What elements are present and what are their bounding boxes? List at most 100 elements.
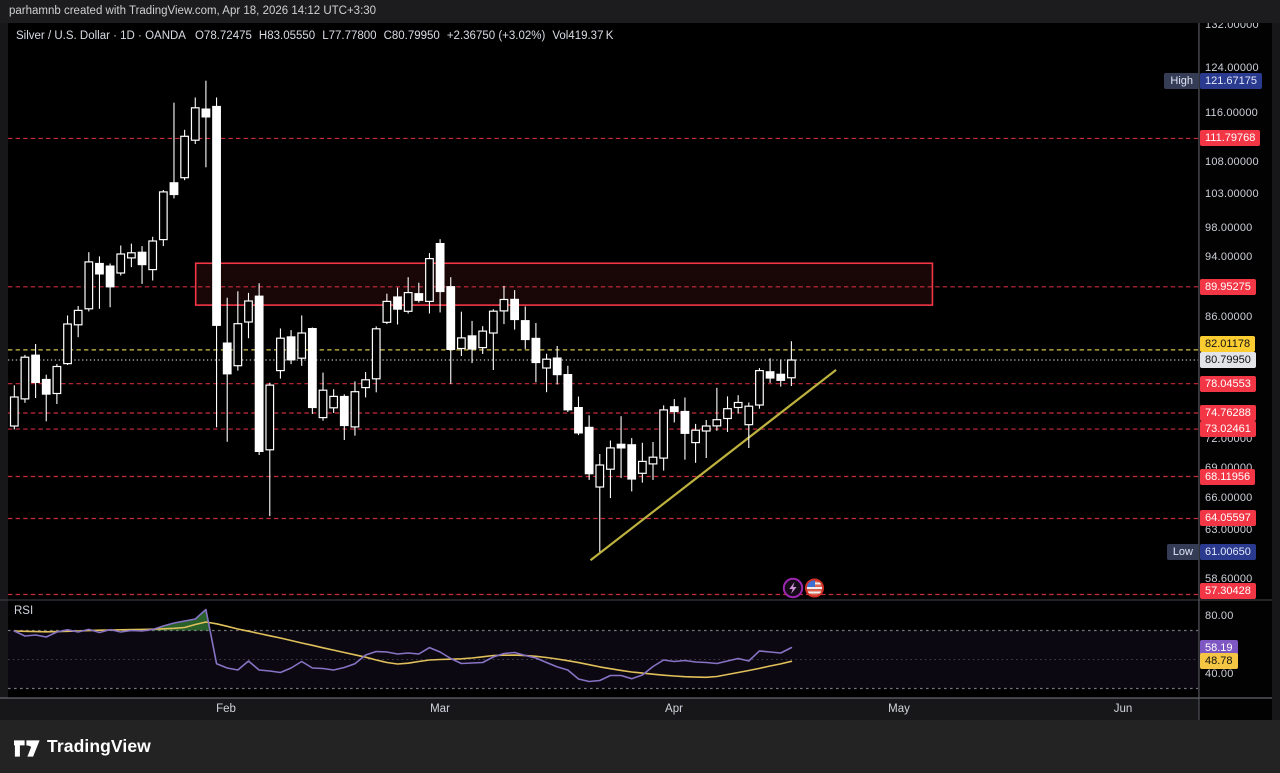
candle-body xyxy=(382,300,392,323)
candle-body xyxy=(307,327,317,409)
candle-body xyxy=(520,320,530,341)
candle-body xyxy=(786,359,796,379)
candle-body xyxy=(446,286,456,350)
price-axis[interactable]: 132.00000 124.00000 116.00000 108.00000 103.… xyxy=(1199,19,1272,720)
candle-body xyxy=(361,379,370,389)
candle-body xyxy=(595,464,605,488)
candle-body xyxy=(297,332,307,359)
tradingview-logo[interactable]: TradingView xyxy=(14,736,151,757)
candle-body xyxy=(584,426,594,475)
candle-body xyxy=(212,105,221,326)
low-tag: Low xyxy=(1166,543,1199,560)
volume-value: Vol419.37 K xyxy=(552,30,614,42)
candle-body xyxy=(265,384,275,451)
high-tag: High xyxy=(1164,72,1199,89)
candle-body xyxy=(116,253,126,274)
candle-body xyxy=(691,429,700,444)
price-axis-label: 108.00000 xyxy=(1205,156,1259,168)
candle-body xyxy=(52,365,62,395)
time-axis-month-label[interactable]: Apr xyxy=(665,703,683,715)
candle-body xyxy=(776,373,786,381)
candle-body xyxy=(254,295,264,452)
attribution-text: parhamnb created with TradingView.com, A… xyxy=(9,5,377,17)
price-level-badge: 64.05597 xyxy=(1200,510,1256,527)
candle-body xyxy=(158,191,168,241)
high-price-badge: 121.67175 xyxy=(1200,72,1262,89)
price-axis-label: 124.00000 xyxy=(1205,61,1259,74)
price-axis-label: 58.60000 xyxy=(1205,573,1253,586)
candle-body xyxy=(95,262,104,275)
candle-body xyxy=(765,371,775,379)
candle-body xyxy=(701,425,711,432)
candle-body xyxy=(20,356,30,400)
ohlc-close: C80.79950 xyxy=(383,30,440,42)
candle-body xyxy=(190,107,200,141)
price-axis-label: 103.00000 xyxy=(1205,188,1259,201)
rsi-ma-value-badge: 48.78 xyxy=(1200,653,1238,670)
candle-body xyxy=(126,252,136,259)
symbol-legend[interactable]: Silver / U.S. Dollar · 1D · OANDA O78.724… xyxy=(16,30,620,48)
candle-body xyxy=(637,460,647,474)
candle-body xyxy=(723,408,732,420)
price-level-badge: 68.11956 xyxy=(1200,468,1256,485)
candle-body xyxy=(669,406,679,413)
rsi-pane-title[interactable]: RSI xyxy=(14,605,34,617)
candle-body xyxy=(733,401,743,409)
candle-body xyxy=(169,182,179,196)
change-value: +2.36750 (+3.02%) xyxy=(446,30,546,42)
candle-body xyxy=(180,135,190,179)
ohlc-open: O78.72475 xyxy=(194,30,252,42)
legend-backdrop xyxy=(8,23,1198,45)
us-flag-ring xyxy=(805,578,825,598)
time-axis-month-label[interactable]: Feb xyxy=(216,703,236,715)
price-axis-label: 94.00000 xyxy=(1205,250,1253,263)
price-level-badge: 74.76288 xyxy=(1200,405,1256,421)
candle-body xyxy=(531,337,541,364)
time-axis-month-label[interactable]: May xyxy=(888,703,910,715)
price-level-badge: 111.79768 xyxy=(1200,130,1261,147)
ohlc-low: L77.77800 xyxy=(322,30,377,42)
price-axis-label: 116.00000 xyxy=(1205,107,1258,120)
candle-body xyxy=(222,342,232,375)
candle-body xyxy=(63,323,72,365)
current-price-badge: 80.79950 xyxy=(1200,352,1256,369)
price-level-badge: 78.04553 xyxy=(1200,375,1256,392)
rsi-value-badge: 58.19 xyxy=(1200,639,1238,656)
lightning-bolt xyxy=(789,582,797,594)
tradingview-wordmark: TradingView xyxy=(47,736,151,756)
candle-body xyxy=(329,395,339,409)
candle-body xyxy=(84,261,94,310)
candle-body xyxy=(105,265,115,288)
time-axis[interactable]: Feb Mar Apr May Jun xyxy=(0,698,1280,720)
rsi-axis-label: 80.00 xyxy=(1205,610,1234,622)
candle-body xyxy=(552,357,562,376)
rsi-axis-label: 40.00 xyxy=(1205,668,1234,680)
candle-body xyxy=(318,389,328,419)
candle-body xyxy=(233,323,243,367)
price-axis-label: 63.00000 xyxy=(1205,523,1253,536)
candle-body xyxy=(286,336,296,361)
candle-body xyxy=(73,309,83,326)
candle-body xyxy=(456,337,466,350)
high-low-tags: High Low xyxy=(1079,23,1199,720)
candle-body xyxy=(414,293,424,301)
candle-body xyxy=(137,251,147,266)
candle-body xyxy=(755,370,764,406)
candle-body xyxy=(31,354,40,384)
time-axis-month-label[interactable]: Jun xyxy=(1113,703,1133,715)
candle-body xyxy=(425,258,434,303)
candle-body xyxy=(680,410,690,434)
candle-body xyxy=(574,406,583,434)
symbol-title[interactable]: Silver / U.S. Dollar · 1D · OANDA xyxy=(16,30,186,42)
footer-bar: TradingView xyxy=(0,720,1280,773)
candle-body xyxy=(478,330,488,349)
chart-area[interactable]: Silver / U.S. Dollar · 1D · OANDA O78.724… xyxy=(0,19,1280,720)
candle-body xyxy=(350,391,360,428)
candle-body xyxy=(648,456,658,465)
candle-body xyxy=(563,374,573,411)
candle-body xyxy=(606,447,615,470)
trend-line xyxy=(589,369,837,562)
time-axis-month-label[interactable]: Mar xyxy=(430,703,450,715)
price-level-badge: 57.30428 xyxy=(1200,583,1256,599)
